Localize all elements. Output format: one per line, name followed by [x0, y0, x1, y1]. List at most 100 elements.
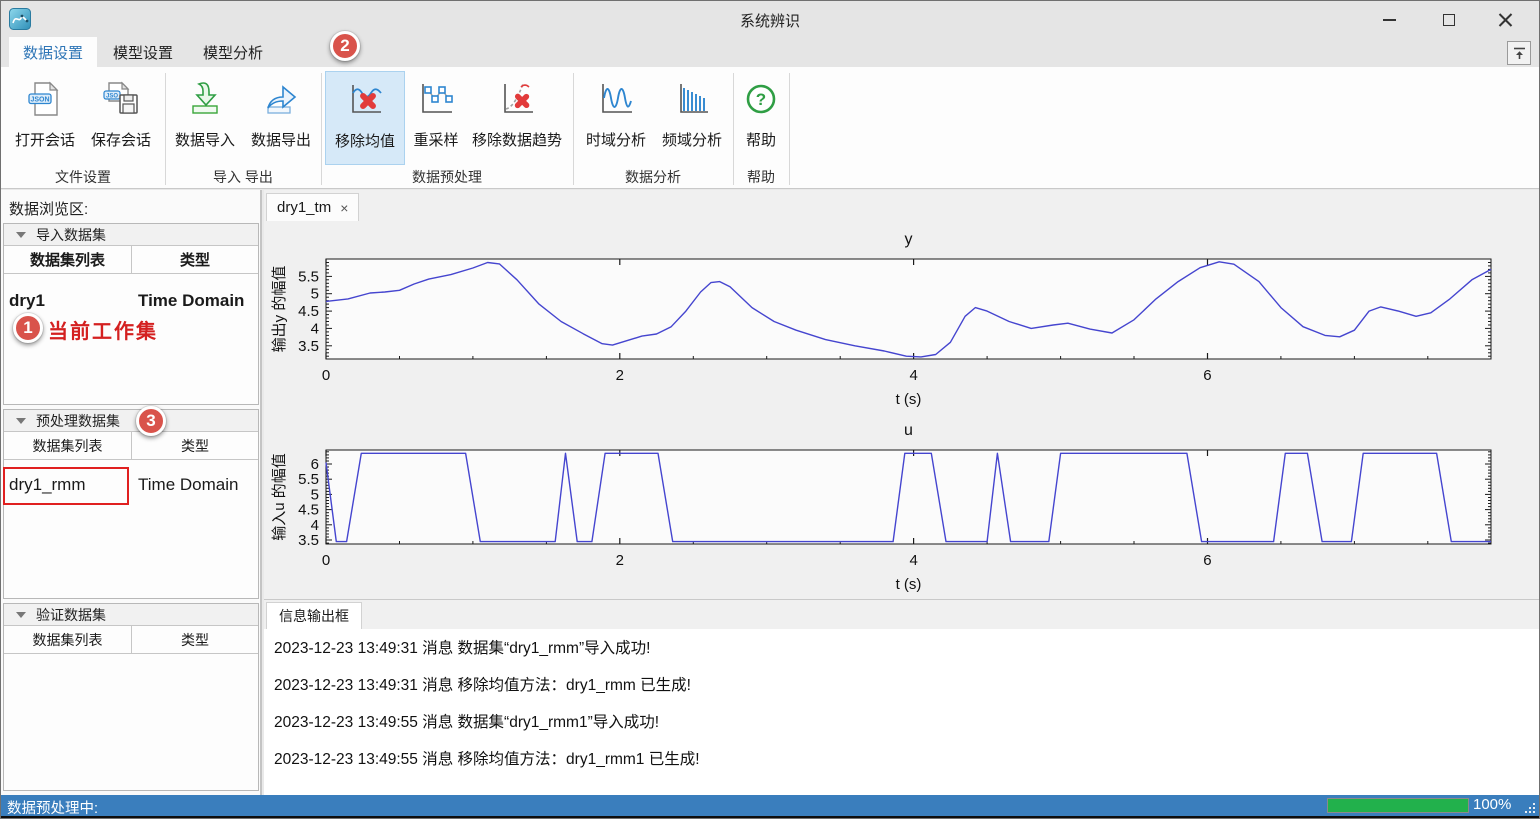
freq-analysis-button[interactable]: 频域分析	[655, 71, 729, 165]
time-analysis-button[interactable]: 时域分析	[579, 71, 653, 165]
preprocessed-datasets-header[interactable]: 预处理数据集	[4, 410, 258, 432]
save-session-label: 保存会话	[90, 132, 151, 149]
series-line	[325, 261, 1492, 358]
app-logo-icon	[9, 8, 31, 30]
log-message: 2023-12-23 13:49:55 消息 移除均值方法：dry1_rmm1 …	[274, 751, 700, 768]
info-output-log[interactable]: 2023-12-23 13:49:31 消息 数据集“dry1_rmm”导入成功…	[264, 629, 1539, 796]
x-tick-label: 2	[616, 552, 624, 569]
detrend-label: 移除数据趋势	[471, 132, 562, 149]
table-row[interactable]: dry1_rmm Time Domain	[4, 466, 258, 504]
chart-tab-close-icon[interactable]: ×	[340, 199, 349, 216]
collapse-arrow-icon	[1513, 47, 1525, 59]
tab-model-analysis[interactable]: 模型分析	[203, 44, 264, 62]
group-label-file: 文件设置	[55, 169, 111, 185]
x-tick-label: 4	[909, 367, 917, 384]
table-header: 数据集列表 类型	[4, 246, 258, 274]
y-tick-label: 5.5	[298, 268, 319, 285]
data-export-button[interactable]: 数据导出	[243, 71, 319, 165]
y-tick-label: 4.5	[298, 502, 319, 519]
group-label-import-export: 导入 导出	[213, 169, 273, 185]
y-tick-label: 4	[311, 320, 319, 337]
chevron-down-icon	[16, 231, 26, 238]
col-dataset-list: 数据集列表	[4, 432, 132, 459]
detrend-button[interactable]: 移除数据趋势	[465, 71, 569, 165]
maximize-icon	[1443, 14, 1455, 26]
svg-text:JSO: JSO	[106, 94, 118, 100]
x-tick-label: 4	[909, 552, 917, 569]
x-tick-label: 6	[1203, 552, 1211, 569]
callout-step-3: 3	[136, 406, 166, 436]
output-y-chart: 3.544.555.50 2 4 6yt (s)输出y 的幅值	[271, 231, 1492, 408]
question-mark-icon: ?	[746, 84, 776, 114]
col-dataset-list: 数据集列表	[4, 246, 132, 273]
tab-model-settings[interactable]: 模型设置	[113, 44, 174, 62]
info-output-panel: 信息输出框 2023-12-23 13:49:31 消息 数据集“dry1_rm…	[264, 599, 1539, 796]
resize-grip[interactable]	[1523, 801, 1535, 813]
callout-step-1: 1	[13, 313, 43, 343]
ribbon-tab-bar: 数据设置 模型设置 模型分析	[1, 37, 1539, 67]
chevron-down-icon	[16, 417, 26, 424]
open-session-button[interactable]: JSON 打开会话	[7, 71, 83, 165]
data-browser-title: 数据浏览区:	[9, 201, 89, 218]
resample-chart-icon	[422, 84, 453, 113]
callout-step-2: 2	[330, 31, 360, 61]
group-separator	[573, 73, 574, 185]
group-label-analysis: 数据分析	[625, 169, 681, 185]
dataset-type-cell: Time Domain	[138, 475, 239, 494]
data-import-button[interactable]: 数据导入	[169, 71, 241, 165]
chart-title: y	[905, 231, 913, 248]
open-session-label: 打开会话	[14, 132, 75, 149]
help-button[interactable]: ? 帮助	[737, 71, 785, 165]
y-tick-label: 5	[311, 486, 319, 503]
chart-title: u	[904, 422, 913, 439]
section-header-label: 验证数据集	[36, 606, 106, 623]
dataset-name-cell[interactable]: dry1	[9, 291, 45, 310]
col-dataset-list: 数据集列表	[4, 626, 132, 653]
col-type: 类型	[179, 252, 210, 269]
chart-workspace: dry1_tm × 3.5 4 4.5 5 5.5 0 2 4 6 y t (s) 输出y 的幅值 3…	[264, 190, 1539, 796]
export-arrow-icon	[267, 85, 297, 114]
maximize-button[interactable]	[1429, 7, 1469, 33]
sine-wave-icon	[602, 84, 632, 113]
save-session-button[interactable]: JSO 保存会话	[83, 71, 159, 165]
window-bottom-edge	[1, 816, 1539, 818]
table-row[interactable]: dry1 Time Domain	[4, 282, 258, 320]
info-output-tab[interactable]: 信息输出框	[266, 602, 362, 629]
group-separator	[321, 73, 322, 185]
table-header: 数据集列表 类型	[4, 626, 258, 654]
y-tick-label: 4	[311, 517, 319, 534]
save-session-floppy-icon: JSO	[103, 81, 138, 114]
title-bar: 系统辨识	[1, 1, 1539, 37]
imported-datasets-header[interactable]: 导入数据集	[4, 224, 258, 246]
col-type: 类型	[181, 631, 209, 648]
dataset-name-cell[interactable]: dry1_rmm	[9, 475, 86, 494]
validation-datasets-header[interactable]: 验证数据集	[4, 604, 258, 626]
remove-mean-button[interactable]: 移除均值	[325, 71, 405, 165]
highlight-rect-dry1-rmm	[3, 467, 129, 505]
validation-datasets-section: 验证数据集 数据集列表 类型	[3, 603, 259, 791]
resample-button[interactable]: 重采样	[407, 71, 465, 165]
log-message: 2023-12-23 13:49:31 消息 数据集“dry1_rmm”导入成功…	[274, 640, 651, 657]
data-browser-panel: 数据浏览区: 导入数据集 数据集列表 类型 dry1 Time Domain 预…	[1, 190, 262, 795]
minimize-button[interactable]	[1369, 7, 1409, 33]
data-export-label: 数据导出	[250, 132, 311, 149]
ribbon: JSON 打开会话 JSO 保存会话 数据导入	[1, 67, 1539, 189]
chevron-down-icon	[16, 611, 26, 618]
y-tick-label: 3.5	[298, 338, 319, 355]
resample-label: 重采样	[413, 132, 459, 149]
remove-mean-label: 移除均值	[334, 133, 395, 150]
spectrum-bars-icon	[680, 84, 708, 113]
tab-data-settings[interactable]: 数据设置	[9, 37, 98, 67]
import-arrow-icon	[192, 82, 218, 114]
close-button[interactable]	[1485, 7, 1525, 33]
chart-tab-dry1-tm[interactable]: dry1_tm ×	[266, 193, 360, 221]
x-axis-label: t (s)	[896, 391, 922, 408]
x-tick-label: 0	[322, 367, 330, 384]
plot-area	[325, 258, 1492, 360]
x-axis-label: t (s)	[896, 576, 922, 593]
x-tick-label: 6	[1203, 367, 1211, 384]
col-type: 类型	[181, 437, 209, 454]
current-workset-note: 当前工作集	[48, 321, 158, 343]
collapse-ribbon-button[interactable]	[1507, 41, 1531, 65]
